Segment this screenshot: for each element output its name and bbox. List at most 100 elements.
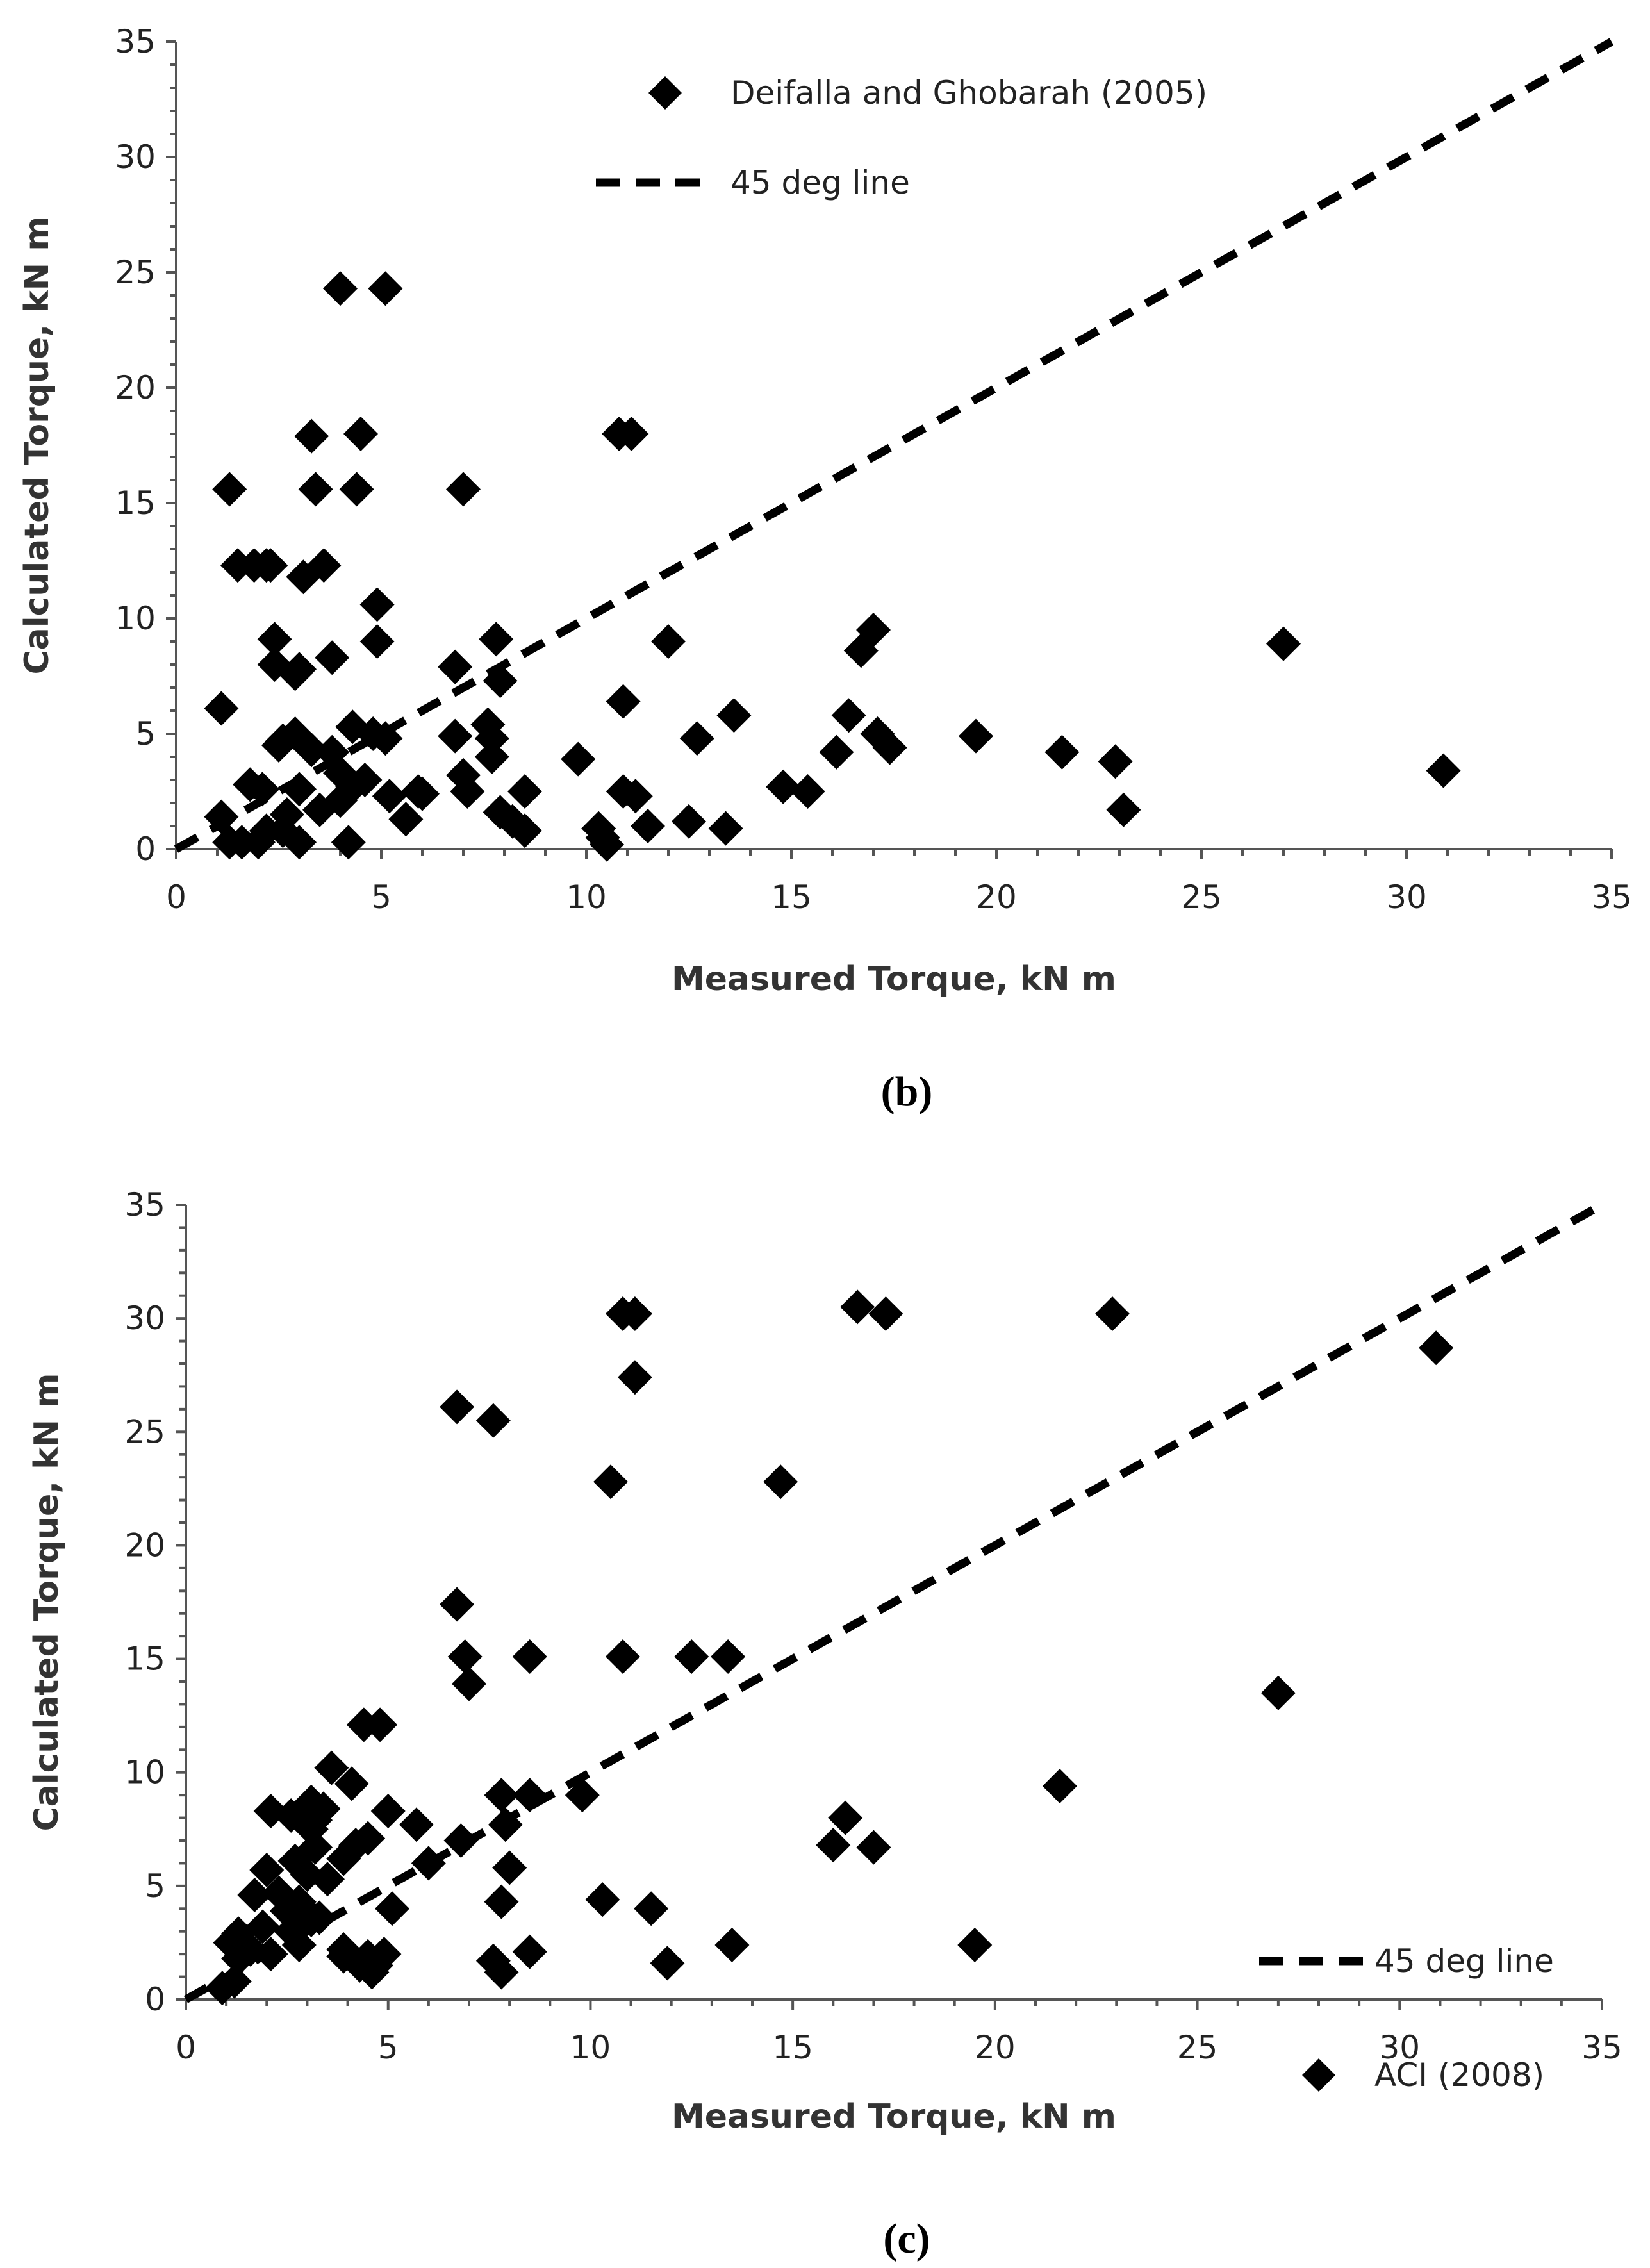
data-point	[286, 559, 321, 595]
data-point	[359, 587, 395, 622]
data-point	[816, 1828, 851, 1863]
data-point	[1106, 792, 1141, 827]
data-point	[1098, 744, 1133, 779]
panel-caption: (b)	[881, 1068, 933, 1115]
data-point	[708, 811, 743, 846]
y-tick-label: 25	[115, 254, 156, 291]
data-point	[711, 1639, 746, 1675]
data-point	[204, 691, 239, 726]
data-point	[358, 1948, 393, 1983]
data-point	[372, 779, 407, 814]
x-tick-label: 35	[1581, 2029, 1622, 2066]
data-point	[334, 1766, 369, 1801]
reference-line-45deg	[183, 1201, 1605, 2003]
data-point	[339, 472, 374, 507]
y-tick-label: 25	[124, 1413, 165, 1450]
data-point	[359, 624, 395, 659]
x-tick-label: 15	[772, 2029, 813, 2066]
y-tick-label: 5	[145, 1867, 165, 1905]
data-point	[631, 809, 665, 843]
data-point	[856, 1830, 891, 1865]
data-point	[679, 721, 714, 756]
data-point	[512, 1639, 547, 1675]
data-point	[257, 622, 292, 657]
x-tick-label: 30	[1379, 2029, 1420, 2066]
y-tick-label: 35	[115, 23, 156, 60]
legend-marker-icon	[648, 76, 682, 110]
legend-label: Deifalla and Ghobarah (2005)	[730, 74, 1207, 112]
data-point	[1260, 1675, 1296, 1710]
data-point	[484, 1778, 519, 1813]
y-tick-label: 20	[115, 369, 156, 406]
data-point	[310, 1862, 345, 1897]
chart-panel-c: 0 5 10 15 20 25 30 35 0 5 10 15 20 25 30 35 Measured Tor…	[28, 1186, 1622, 2262]
reference-line-45deg	[174, 38, 1614, 853]
data-point	[1266, 626, 1301, 661]
data-point	[438, 718, 473, 754]
data-point	[819, 734, 854, 770]
x-tick-label: 5	[371, 879, 392, 916]
data-point	[1094, 1296, 1130, 1332]
data-point	[507, 813, 542, 848]
x-axis-title: Measured Torque, kN m	[672, 960, 1116, 998]
data-point	[790, 774, 825, 809]
data-point	[617, 1296, 652, 1332]
data-point	[606, 684, 641, 719]
y-tick-label: 0	[145, 1981, 165, 2018]
data-point	[1044, 734, 1080, 770]
data-point	[674, 1639, 709, 1675]
data-point	[326, 1932, 361, 1967]
x-tick-label: 25	[1177, 2029, 1218, 2066]
data-point	[872, 730, 907, 765]
data-point	[363, 1707, 398, 1742]
data-point	[868, 1296, 903, 1332]
data-point	[488, 1807, 523, 1842]
data-point	[411, 1846, 446, 1881]
data-point	[840, 1289, 875, 1325]
x-axis-title: Measured Torque, kN m	[672, 2098, 1116, 2136]
legend-label: 45 deg line	[730, 164, 910, 201]
x-tick-label: 20	[976, 879, 1017, 916]
data-point	[605, 1639, 640, 1675]
panel-caption: (c)	[883, 2215, 930, 2262]
x-tick-label: 5	[378, 2029, 399, 2066]
data-point	[474, 740, 509, 774]
data-point	[483, 663, 518, 699]
data-point	[561, 741, 596, 777]
y-axis-title: Calculated Torque, kN m	[28, 1373, 66, 1832]
data-point	[766, 769, 801, 804]
data-point	[368, 721, 403, 756]
data-point	[241, 825, 276, 860]
data-point	[593, 1464, 628, 1500]
data-point	[343, 417, 378, 451]
data-point	[253, 1937, 288, 1972]
data-point	[484, 1884, 519, 1919]
data-point	[590, 827, 624, 862]
data-point	[446, 472, 481, 507]
data-point	[672, 804, 706, 839]
data-point	[507, 774, 542, 809]
data-point	[261, 728, 296, 763]
data-point	[237, 1878, 272, 1913]
data-point	[634, 1891, 669, 1926]
data-point	[1419, 1330, 1454, 1366]
data-point	[282, 825, 317, 860]
data-point	[617, 1360, 652, 1395]
data-point	[282, 652, 317, 687]
data-point	[351, 1821, 386, 1856]
data-point	[959, 718, 993, 754]
data-point	[479, 622, 514, 657]
data-point	[856, 613, 891, 647]
data-point	[302, 792, 337, 827]
data-point	[314, 1750, 349, 1785]
chart-panel-b: 0 5 10 15 20 25 30 35 0 5 10 15 20 25 30 35 Measured Tor…	[18, 23, 1632, 1115]
data-point	[294, 733, 329, 768]
data-point	[512, 1934, 547, 1969]
data-point	[512, 1778, 547, 1813]
data-point	[217, 1964, 252, 1999]
data-point	[388, 802, 424, 837]
data-point	[618, 779, 653, 814]
data-point	[475, 1403, 511, 1438]
data-point	[1426, 753, 1461, 788]
data-point	[253, 548, 288, 583]
